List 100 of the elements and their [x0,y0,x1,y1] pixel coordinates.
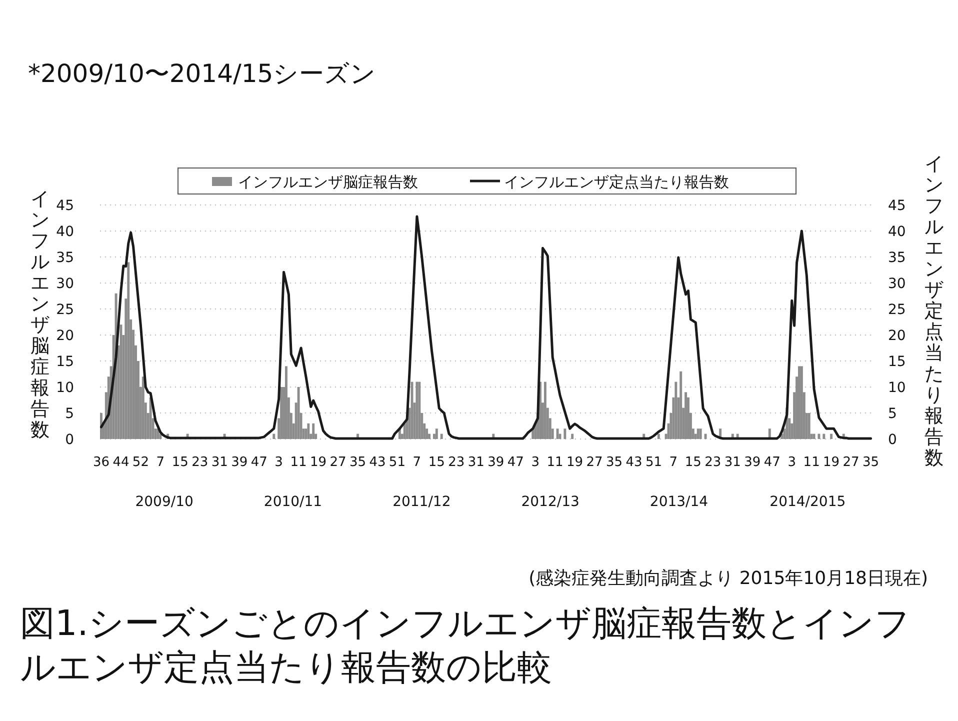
y2-tick-label: 5 [888,406,897,422]
bar [127,262,130,439]
y-tick-label: 15 [56,354,74,370]
y2-tick-label: 0 [888,432,897,448]
x-tick-label: 44 [112,455,130,470]
bar [674,382,678,439]
x-tick-label: 15 [428,455,445,470]
text: 2010/11 [264,494,322,510]
bar [435,428,438,439]
x-tick-label: 19 [310,455,327,470]
bar [280,387,283,439]
x-tick-label: 47 [250,455,268,470]
bar [284,366,288,439]
x-tick-label: 35 [606,455,623,470]
x-tick-label: 27 [330,455,346,470]
subtitle: *2009/10〜2014/15シーズン [28,59,376,88]
legend-label: インフルエンザ脳症報告数 [238,173,418,191]
y2-tick-label: 25 [888,302,906,318]
y-tick-label: 40 [56,224,74,240]
y2-tick-label: 40 [888,224,906,240]
text: (感染症発生動向調査より 2015年10月18日現在) [528,568,928,589]
bar [657,434,660,439]
bar [699,428,702,439]
x-tick-label: 3 [788,455,796,470]
x-tick-label: 11 [290,455,307,470]
x-tick-label: 51 [645,455,662,470]
x-tick-label: 43 [369,455,386,470]
x-tick-label: 23 [448,455,465,470]
bar [418,382,421,439]
x-tick-label: 27 [586,455,603,470]
y2-tick-label: 35 [888,250,906,266]
bar [403,423,406,439]
text: 2011/12 [392,494,451,510]
legend-label: インフルエンザ定点当たり報告数 [504,173,729,191]
x-tick-label: 27 [842,455,860,470]
x-tick-label: 3 [531,455,540,470]
bar [142,376,144,439]
x-tick-label: 7 [156,455,165,470]
y2-tick-label: 20 [888,328,906,344]
x-tick-label: 7 [669,455,678,470]
x-tick-label: 19 [566,455,584,470]
y-tick-label: 10 [56,380,74,396]
x-tick-label: 51 [388,455,406,470]
bar [149,397,152,439]
x-tick-label: 39 [231,455,248,470]
bar [680,371,682,439]
bar [684,392,688,439]
y-tick-label: 30 [56,276,74,292]
x-tick-label: 11 [803,455,820,470]
y2label: インフルエンザ定点当たり報告数 [924,153,944,469]
text: 2014/2015 [770,494,846,510]
bar [556,428,559,439]
y2-tick-label: 10 [888,380,906,396]
y2-tick-label: 45 [888,198,906,214]
line-series [100,215,872,440]
x-tick-label: 31 [724,455,741,470]
y-tick-label: 35 [56,250,74,266]
x-tick-label: 19 [823,455,840,470]
bar [440,434,443,439]
bar [830,434,833,439]
bar [808,413,810,439]
x-tick-label: 3 [274,455,283,470]
bar [696,428,700,439]
y2-tick-label: 15 [888,354,906,370]
x-tick-label: 43 [626,455,642,470]
x-tick-label: 47 [764,455,780,470]
x-tick-label: 15 [684,455,702,470]
x-tick-label: 23 [192,455,208,470]
text: 2012/13 [521,494,580,510]
y-tick-label: 20 [56,328,74,344]
x-tick-label: 35 [349,455,366,470]
text: 2013/14 [650,494,708,510]
x-tick-label: 52 [132,455,149,470]
y-tick-label: 25 [56,302,74,318]
bar [307,423,310,439]
bar [272,434,276,439]
y-tick-label: 5 [65,406,74,422]
bar [818,434,820,439]
x-tick-label: 36 [92,455,110,470]
bar [120,324,122,439]
y-tick-label: 0 [65,432,74,448]
x-tick-label: 39 [488,455,504,470]
bar [416,382,418,439]
x-tick-label: 11 [546,455,564,470]
title: 図1.シーズンごとのインフルエンザ脳症報告数とインフルエンザ定点当たり報告数の比較 [20,603,912,690]
x-tick-label: 23 [704,455,722,470]
bar [822,434,826,439]
bar [571,434,574,439]
bar [564,428,566,439]
bar [312,423,315,439]
x-tick-label: 31 [211,455,228,470]
x-tick-label: 15 [172,455,188,470]
x-tick-label: 47 [507,455,524,470]
x-tick-label: 35 [862,455,880,470]
bar [800,366,803,439]
y2-tick-label: 30 [888,276,906,292]
bar [297,387,300,439]
bar [544,382,546,439]
y-tick-label: 45 [56,198,74,214]
x-tick-label: 31 [468,455,484,470]
